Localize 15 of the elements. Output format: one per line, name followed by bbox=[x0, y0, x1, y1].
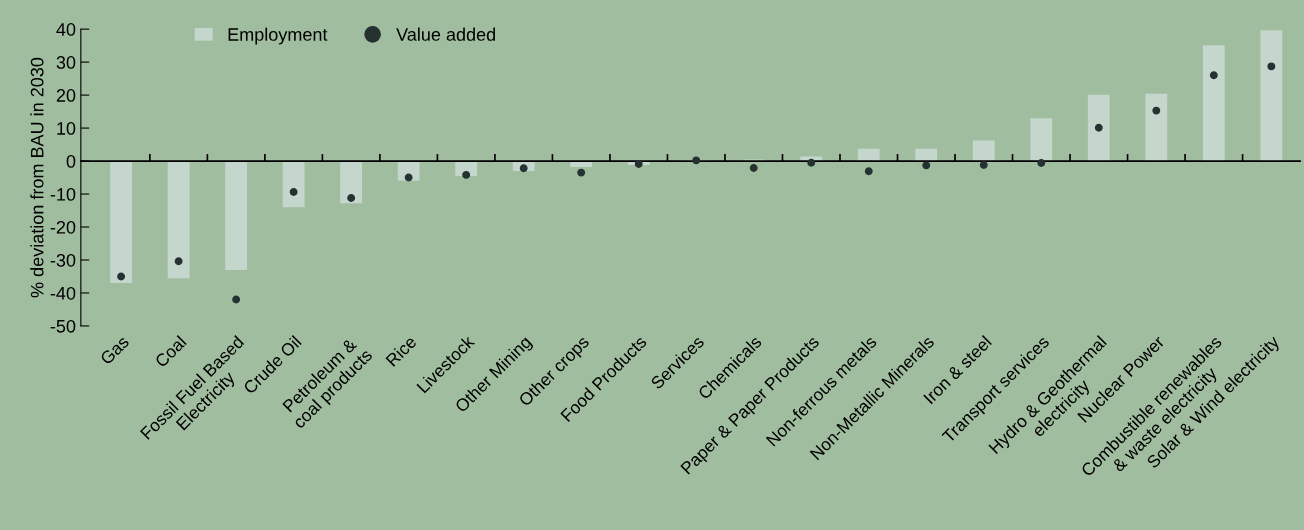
x-tick-label: Rice bbox=[385, 334, 418, 367]
y-tick-label: -10 bbox=[50, 187, 76, 201]
y-tick-label: -40 bbox=[50, 286, 76, 300]
x-tick-label: Gas bbox=[99, 335, 130, 366]
y-tick-label: -30 bbox=[50, 253, 76, 267]
y-tick-label: 20 bbox=[56, 89, 76, 102]
y-tick-label: 0 bbox=[66, 155, 76, 168]
legend-label: Employment bbox=[228, 27, 328, 45]
y-tick-label: 40 bbox=[56, 23, 76, 36]
y-tick-label: -50 bbox=[50, 319, 76, 333]
legend-label: Value added bbox=[396, 27, 495, 41]
y-tick-label: -20 bbox=[50, 220, 76, 234]
y-tick-label: 30 bbox=[56, 56, 76, 69]
y-axis-title: % deviation from BAU in 2030 bbox=[30, 57, 44, 298]
y-tick-label: 10 bbox=[57, 122, 76, 135]
